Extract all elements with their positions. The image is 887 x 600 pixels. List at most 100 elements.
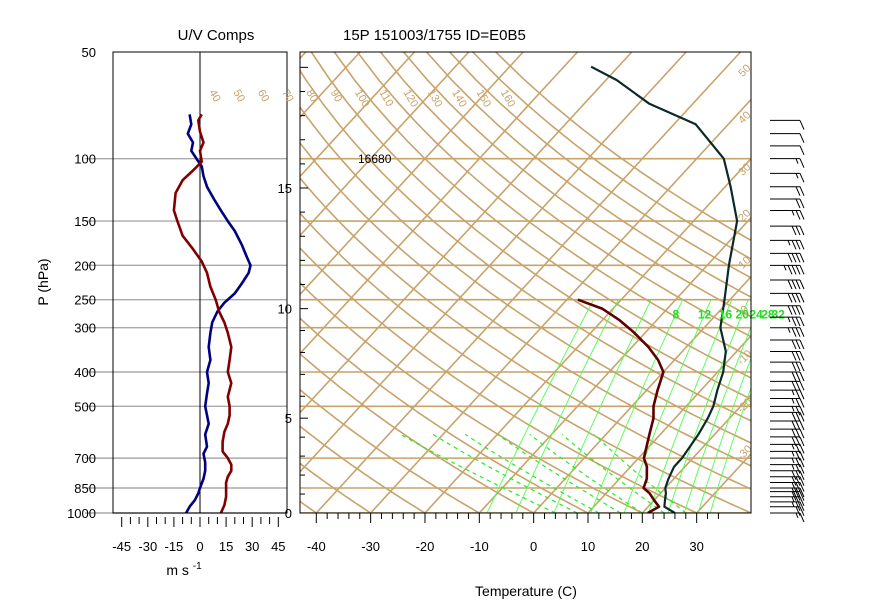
- wind-barb: [770, 225, 805, 236]
- dry-adiabat-line: [300, 352, 535, 513]
- wind-barb: [770, 339, 805, 350]
- isotherm-line: [424, 157, 751, 513]
- wind-barb-half-feather: [787, 316, 791, 323]
- uv-x-tick-label: -15: [165, 539, 184, 554]
- skewt-title: 15P 151003/1755 ID=E0B5: [343, 27, 526, 44]
- wind-barb-feather: [795, 316, 801, 327]
- wind-barb-feather: [791, 327, 797, 337]
- dry-adiabat-line: [300, 246, 698, 513]
- wind-barb-feather: [799, 293, 805, 303]
- u-component-line: [184, 114, 252, 513]
- wind-barb-half-feather: [783, 265, 787, 271]
- wind-barb-half-feather: [787, 327, 791, 333]
- wind-barb-feather: [795, 428, 801, 439]
- dry-adiabat-line: [426, 52, 751, 298]
- dry-adiabat-line: [300, 141, 751, 467]
- wind-barb-feather: [791, 487, 797, 498]
- wind-barb-feather: [795, 491, 801, 501]
- dry-adiabat-label: 60: [255, 88, 272, 105]
- wind-barb-feather: [799, 501, 805, 512]
- wind-barb-feather: [799, 457, 805, 468]
- wind-barb: [770, 292, 805, 303]
- wind-barb-half-feather: [791, 389, 795, 396]
- wind-barb-feather: [799, 496, 805, 506]
- wind-barb: [770, 145, 805, 156]
- wind-barb-feather: [795, 457, 801, 468]
- uv-y-tick-label: 50: [82, 45, 96, 60]
- dry-adiabat-line: [300, 317, 589, 513]
- wind-barb-feather: [795, 351, 801, 361]
- wind-barb-feather: [795, 501, 801, 512]
- wind-barb-feather: [795, 305, 801, 315]
- dry-adiabat-line: [300, 69, 751, 422]
- wind-barb-feather: [787, 293, 793, 303]
- mixing-ratio-line: [515, 299, 619, 513]
- wind-barb-feather: [799, 464, 805, 474]
- uv-y-tick-label: 500: [74, 399, 96, 414]
- wind-barb-feather: [787, 265, 793, 275]
- wind-barb-feather: [795, 371, 801, 382]
- uv-x-tick-label: -45: [112, 539, 131, 554]
- wind-barb-feather: [791, 420, 797, 431]
- wind-barb-feather: [799, 420, 805, 431]
- uv-y-tick-label: 100: [74, 152, 96, 167]
- dry-adiabat-label: 80: [303, 88, 320, 105]
- wind-barb-feather: [795, 240, 801, 250]
- wind-barb-half-feather: [791, 210, 795, 216]
- wind-barb-feather: [795, 487, 801, 498]
- v-component-line: [172, 113, 233, 513]
- wind-barb-feather: [799, 225, 805, 236]
- isotherm-line: [300, 52, 687, 473]
- wind-barb: [770, 350, 805, 361]
- wind-barb-feather: [795, 381, 801, 391]
- skewt-x-tick-label: 0: [530, 539, 537, 554]
- wind-barb: [770, 411, 805, 422]
- wind-barb-feather: [799, 428, 805, 439]
- mixing-ratio-label: 32: [772, 307, 786, 321]
- dry-adiabat-line: [300, 105, 751, 444]
- uv-y-tick-label: 700: [74, 451, 96, 466]
- wind-barb-feather: [795, 444, 801, 454]
- wind-barb: [770, 496, 805, 506]
- uv-y-ticks: 50 100 150 200 250 300 400 500 700 850 1000: [67, 45, 96, 521]
- wind-barb: [770, 371, 805, 382]
- wind-barb-feather: [791, 293, 797, 303]
- wind-barb-feather: [799, 361, 805, 372]
- wind-barb-feather: [791, 476, 797, 486]
- wind-barbs: [770, 119, 805, 523]
- wind-barb-half-feather: [787, 240, 791, 246]
- wind-barb-feather: [791, 279, 797, 290]
- wind-barb-feather: [791, 381, 797, 391]
- uv-y-tick-label: 850: [74, 481, 96, 496]
- uv-y-tick-label: 400: [74, 365, 96, 380]
- wind-barb-feather: [795, 436, 801, 447]
- wind-barb-feather: [799, 412, 805, 422]
- wind-barb: [770, 361, 805, 372]
- wind-barb-feather: [799, 487, 805, 498]
- wind-barb-feather: [787, 305, 793, 315]
- wind-barb-feather: [791, 491, 797, 501]
- wind-barb: [770, 457, 805, 468]
- wind-barb-feather: [799, 398, 805, 408]
- skewt-x-ticks: -40 -30 -20 -10 0 10 20 30: [307, 513, 719, 554]
- wind-barb-feather: [791, 265, 797, 275]
- temperature-curve: [590, 65, 739, 513]
- wind-barb: [770, 119, 805, 130]
- wind-barb: [770, 389, 805, 400]
- wind-barb-half-feather: [791, 501, 795, 508]
- wind-barb: [770, 252, 805, 263]
- wind-barb: [770, 172, 805, 183]
- wind-barb-feather: [799, 158, 805, 168]
- wind-barb-feather: [791, 305, 797, 315]
- uv-x-axis-unit-exponent: -1: [193, 561, 202, 572]
- wind-barb: [770, 380, 805, 391]
- wind-barb-feather: [795, 476, 801, 486]
- moist-adiabat-line: [400, 433, 556, 513]
- isotherm-label: -20: [735, 396, 755, 416]
- isotherm-line: [0, 52, 143, 513]
- wind-barb-half-feather: [791, 406, 795, 412]
- wind-barb: [770, 198, 805, 209]
- wind-barb-feather: [795, 464, 801, 474]
- wind-barb-feather: [795, 406, 801, 416]
- wind-barb-half-feather: [791, 464, 795, 470]
